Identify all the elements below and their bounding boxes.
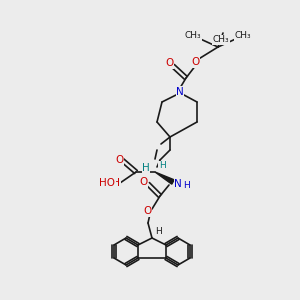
Text: H: H — [183, 182, 189, 190]
Text: H: H — [142, 163, 150, 173]
Text: HO: HO — [99, 178, 115, 188]
Text: N: N — [176, 87, 184, 97]
Text: H: H — [154, 227, 161, 236]
Text: N: N — [174, 179, 182, 189]
Text: OH: OH — [104, 178, 120, 188]
Polygon shape — [155, 172, 174, 184]
Text: O: O — [114, 156, 122, 166]
Text: H: H — [159, 161, 165, 170]
Text: O: O — [191, 57, 199, 67]
Text: O: O — [143, 206, 151, 216]
Text: CH₃: CH₃ — [185, 32, 201, 40]
Text: O: O — [139, 177, 147, 187]
Text: O: O — [115, 155, 123, 165]
Text: CH₃: CH₃ — [213, 35, 229, 44]
Text: CH₃: CH₃ — [235, 32, 251, 40]
Text: O: O — [165, 58, 173, 68]
